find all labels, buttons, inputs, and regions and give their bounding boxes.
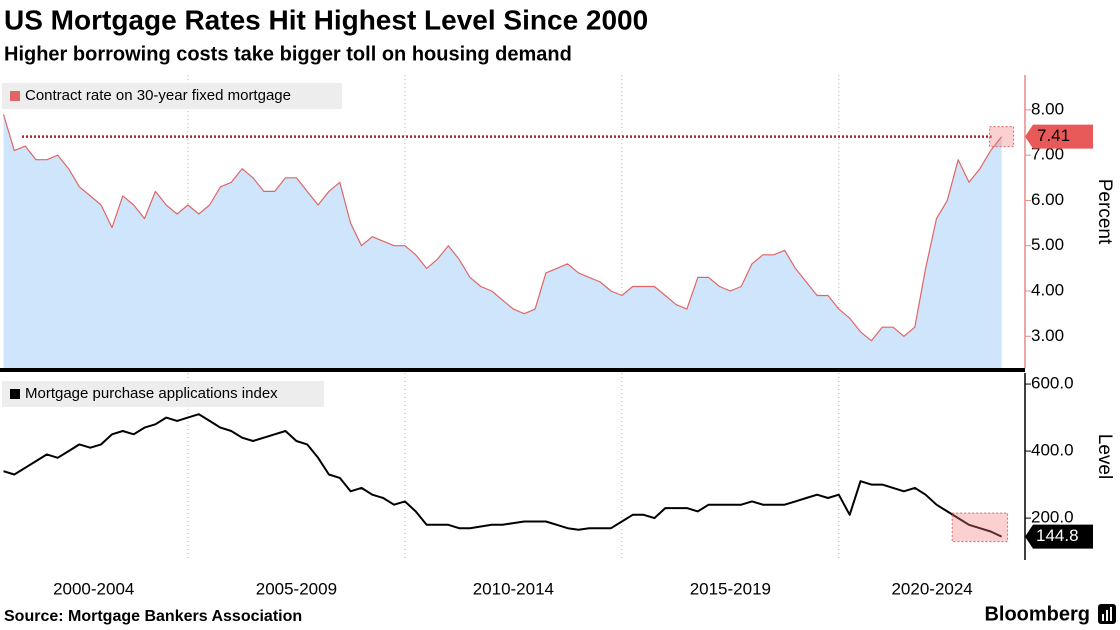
y-tick-label: 5.00: [1031, 235, 1064, 254]
y-tick-label: 3.00: [1031, 326, 1064, 345]
chart-subtitle: Higher borrowing costs take bigger toll …: [4, 43, 572, 65]
legend-label: Contract rate on 30-year fixed mortgage: [25, 87, 291, 104]
highlight-box: [989, 126, 1015, 148]
y-tick-label: 7.00: [1031, 145, 1064, 164]
line: [3, 413, 1003, 538]
highlight-box: [951, 512, 1009, 543]
y-axis-title: Percent: [1094, 179, 1115, 245]
area: [3, 114, 1002, 369]
legend-box: [2, 83, 342, 109]
y-tick-label: 4.00: [1031, 280, 1064, 299]
y-tick-label: 8.00: [1031, 99, 1064, 118]
y-axis-title: Level: [1094, 434, 1115, 479]
brand-icon: [1098, 604, 1116, 624]
chart-title: US Mortgage Rates Hit Highest Level Sinc…: [4, 4, 648, 35]
legend-swatch: [10, 91, 20, 101]
y-tick-label: 6.00: [1031, 190, 1064, 209]
y-tick-label: 200.0: [1031, 508, 1074, 527]
panel-separator: [0, 368, 1025, 372]
value-flag: [1025, 124, 1093, 149]
y-tick-label: 400.0: [1031, 441, 1074, 460]
x-tick-label: 2010-2014: [473, 579, 554, 598]
x-tick-label: 2020-2024: [891, 579, 972, 598]
legend-box: [2, 381, 324, 407]
value-label: 7.41: [1037, 126, 1070, 145]
x-tick-label: 2000-2004: [53, 579, 134, 598]
x-tick-label: 2015-2019: [690, 579, 771, 598]
legend-swatch: [10, 389, 20, 399]
line: [2, 114, 1003, 342]
brand: Bloomberg: [984, 603, 1090, 625]
legend-label: Mortgage purchase applications index: [25, 385, 278, 402]
x-tick-label: 2005-2009: [256, 579, 337, 598]
value-flag: [1025, 524, 1093, 549]
value-label: 144.8: [1036, 526, 1079, 545]
y-tick-label: 600.0: [1031, 374, 1074, 393]
source: Source: Mortgage Bankers Association: [4, 608, 302, 625]
